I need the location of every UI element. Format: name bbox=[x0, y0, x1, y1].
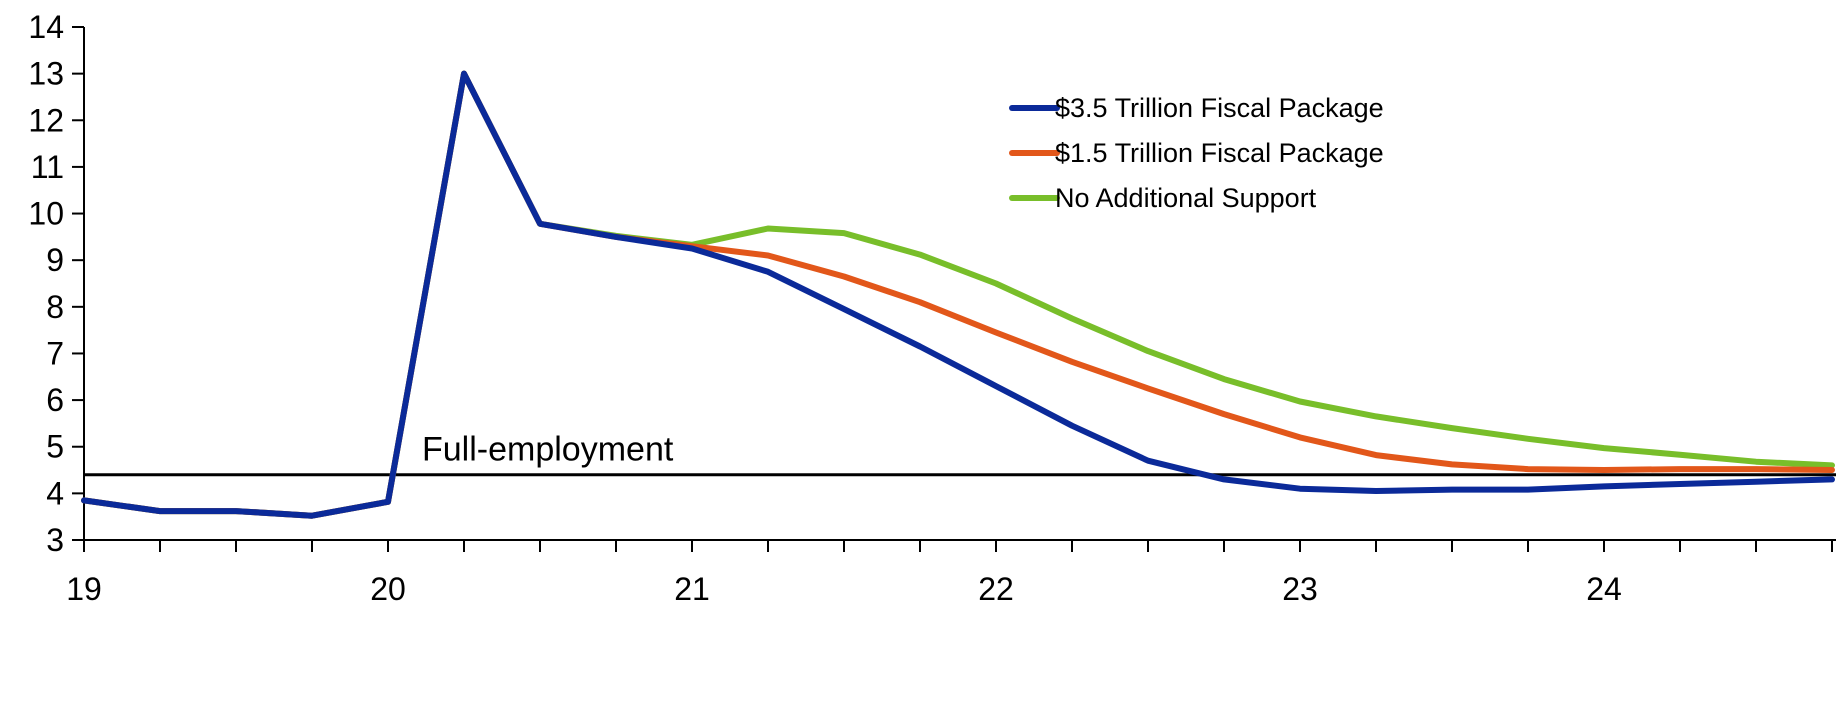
y-axis: 3 4 5 6 7 8 9 10 11 12 13 14 bbox=[28, 9, 85, 558]
y-tick-label: 8 bbox=[46, 289, 64, 325]
x-axis: 19 20 21 22 23 24 bbox=[66, 539, 1836, 607]
full-employment-label: Full-employment bbox=[422, 431, 674, 469]
y-tick-label: 14 bbox=[28, 9, 64, 45]
x-tick-label: 24 bbox=[1586, 571, 1622, 607]
y-tick-label: 7 bbox=[46, 335, 64, 371]
legend: $3.5 Trillion Fiscal Package $1.5 Trillio… bbox=[1009, 93, 1384, 213]
y-tick-label: 5 bbox=[46, 429, 64, 465]
y-tick-label: 6 bbox=[46, 382, 64, 418]
series-lines bbox=[81, 70, 1835, 519]
x-tick-label: 21 bbox=[674, 571, 710, 607]
legend-label: No Additional Support bbox=[1055, 183, 1317, 213]
series-line-2 bbox=[81, 70, 1835, 519]
y-tick-label: 4 bbox=[46, 475, 64, 511]
y-tick-label: 3 bbox=[46, 522, 64, 558]
legend-label: $3.5 Trillion Fiscal Package bbox=[1055, 93, 1384, 123]
full-employment-reference: Full-employment bbox=[84, 431, 1836, 477]
legend-label: $1.5 Trillion Fiscal Package bbox=[1055, 138, 1384, 168]
y-tick-label: 12 bbox=[28, 102, 64, 138]
x-tick-label: 23 bbox=[1282, 571, 1318, 607]
y-tick-label: 10 bbox=[28, 196, 64, 232]
x-tick-label: 20 bbox=[370, 571, 406, 607]
x-tick-label: 22 bbox=[978, 571, 1014, 607]
y-tick-label: 11 bbox=[31, 149, 64, 185]
y-tick-label: 9 bbox=[46, 242, 64, 278]
x-tick-label: 19 bbox=[66, 571, 102, 607]
series-line-0 bbox=[81, 70, 1835, 519]
y-tick-label: 13 bbox=[28, 56, 64, 92]
series-line-1 bbox=[81, 70, 1835, 519]
